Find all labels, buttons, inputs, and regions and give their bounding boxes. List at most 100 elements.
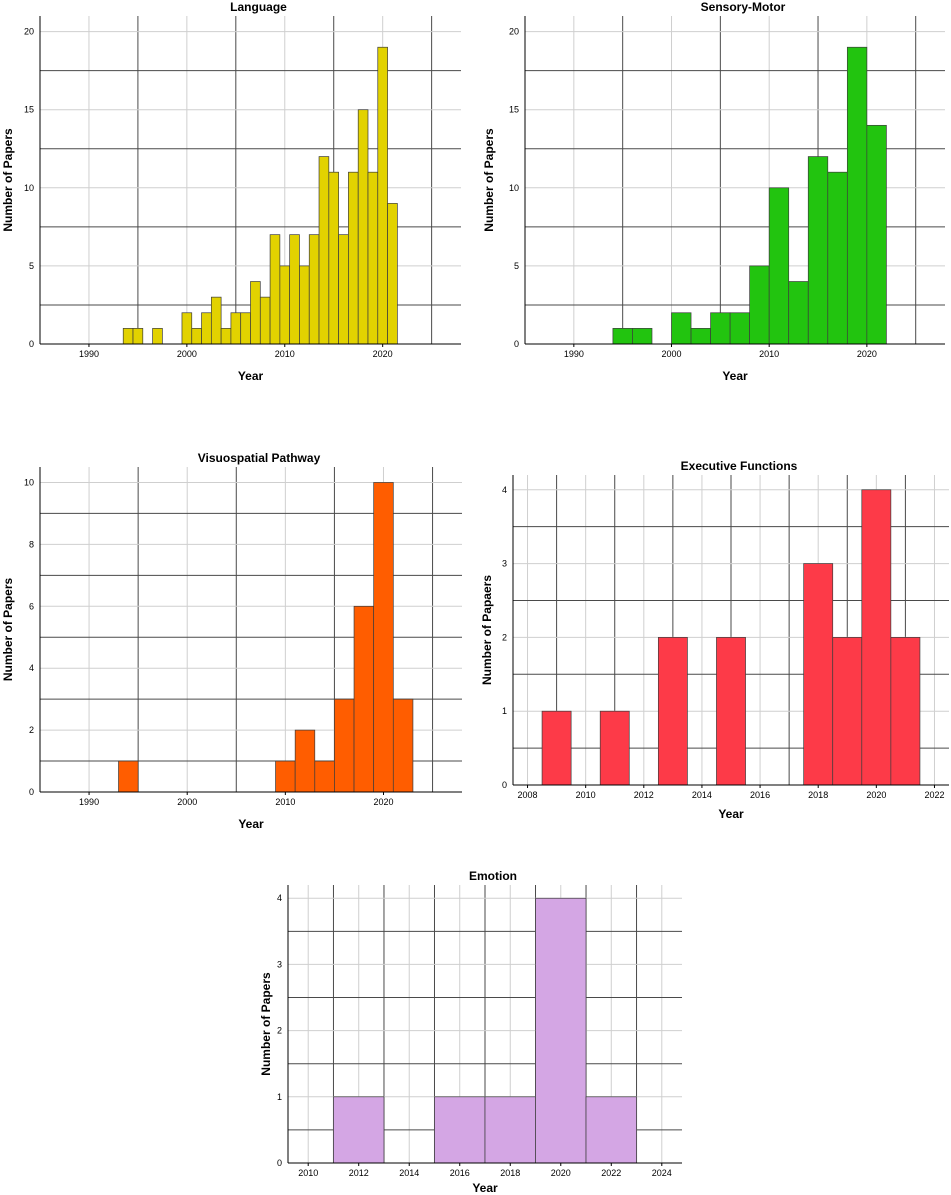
emotion-title: Emotion <box>469 869 517 883</box>
language-bar <box>387 203 398 345</box>
language-x-tick-label: 1990 <box>79 349 99 359</box>
executive-functions-bar <box>541 710 572 786</box>
visuospatial-pathway-y-tick-label: 8 <box>29 539 34 549</box>
language-bar <box>328 171 339 345</box>
language-bar <box>230 312 242 345</box>
visuospatial-pathway-bar <box>353 605 375 793</box>
visuospatial-pathway-x-label: Year <box>238 817 264 831</box>
executive-functions-bar <box>832 637 863 786</box>
language-bar <box>377 46 388 345</box>
sensory-motor-y-tick-label: 0 <box>514 339 519 349</box>
sensory-motor-bar <box>788 281 809 345</box>
language-bar <box>250 281 261 345</box>
visuospatial-pathway-y-tick-label: 0 <box>29 787 34 797</box>
language-title: Language <box>230 0 287 14</box>
sensory-motor-bar <box>807 156 829 345</box>
executive-functions-bar <box>657 637 688 786</box>
language-bar <box>259 296 271 345</box>
sensory-motor-bar <box>612 328 633 345</box>
language-bar <box>191 328 202 345</box>
sensory-motor-title: Sensory-Motor <box>701 0 786 14</box>
language-y-tick-label: 0 <box>29 339 34 349</box>
visuospatial-pathway-bar <box>118 760 139 793</box>
visuospatial-pathway-title: Visuospatial Pathway <box>198 451 321 465</box>
language-bar <box>220 328 232 345</box>
language-y-tick-label: 5 <box>29 261 34 271</box>
language-bar <box>289 234 300 345</box>
sensory-motor-bar <box>671 312 692 345</box>
language-bar <box>240 312 251 345</box>
executive-functions-chart: 2008 2010 2012 2014 2016 2018 2020 2022 0 1 2 3 4 Exe… <box>480 459 949 821</box>
language-x-tick-label: 2020 <box>373 349 393 359</box>
language-x-label: Year <box>238 369 264 383</box>
executive-functions-bar <box>890 637 921 786</box>
executive-functions-bar <box>599 710 630 786</box>
sensory-motor-bar <box>749 265 770 345</box>
language-bar <box>210 296 222 345</box>
language-bar <box>348 171 359 345</box>
executive-functions-y-tick-label: 3 <box>502 559 507 569</box>
emotion-y-tick-label: 2 <box>277 1026 282 1036</box>
sensory-motor-bar <box>632 328 653 345</box>
visuospatial-pathway-bar <box>392 698 414 793</box>
executive-functions-y-tick-label: 1 <box>502 706 507 716</box>
language-y-tick-label: 15 <box>24 105 34 115</box>
emotion-y-tick-label: 0 <box>277 1158 282 1168</box>
executive-functions-y-tick-label: 2 <box>502 632 507 642</box>
language-bar <box>279 265 291 345</box>
emotion-x-tick-label: 2024 <box>652 1168 672 1178</box>
sensory-motor-bar <box>846 46 868 345</box>
visuospatial-pathway-bar <box>314 760 335 793</box>
emotion-x-tick-label: 2016 <box>450 1168 470 1178</box>
visuospatial-pathway-bar <box>275 760 296 793</box>
visuospatial-pathway-x-tick-label: 2020 <box>373 797 393 807</box>
executive-functions-bar <box>861 489 892 786</box>
language-bar <box>152 328 163 345</box>
visuospatial-pathway-x-tick-label: 2010 <box>275 797 295 807</box>
language-bar <box>269 234 281 345</box>
sensory-motor-y-tick-label: 10 <box>509 183 519 193</box>
sensory-motor-y-label: Number of Papers <box>482 128 496 232</box>
language-bar <box>367 171 379 345</box>
executive-functions-x-tick-label: 2016 <box>750 790 770 800</box>
sensory-motor-bar <box>827 171 848 345</box>
language-bar <box>318 156 330 345</box>
executive-functions-bar <box>716 637 746 786</box>
emotion-chart: 2010 2012 2014 2016 2018 2020 2022 2024 0 1 2 3 4 Emo… <box>259 869 682 1195</box>
language-x-tick-label: 2010 <box>275 349 295 359</box>
emotion-bar <box>434 1096 486 1164</box>
language-bar <box>132 328 144 345</box>
sensory-motor-bar <box>866 124 887 345</box>
sensory-motor-bar <box>729 312 751 345</box>
language-bar <box>308 234 320 345</box>
visuospatial-pathway-y-tick-label: 10 <box>24 477 34 487</box>
visuospatial-pathway-x-tick-label: 2000 <box>177 797 197 807</box>
language-y-tick-label: 20 <box>24 27 34 37</box>
emotion-y-tick-label: 4 <box>277 893 282 903</box>
visuospatial-pathway-x-tick-label: 1990 <box>79 797 99 807</box>
language-bar <box>338 234 349 345</box>
visuospatial-pathway-y-tick-label: 4 <box>29 663 34 673</box>
sensory-motor-y-tick-label: 20 <box>509 27 519 37</box>
visuospatial-pathway-bar <box>334 698 355 793</box>
executive-functions-x-tick-label: 2012 <box>634 790 654 800</box>
executive-functions-bar <box>803 563 834 786</box>
language-y-tick-label: 10 <box>24 183 34 193</box>
visuospatial-pathway-bar <box>294 729 316 793</box>
emotion-y-label: Number of Papers <box>259 972 273 1076</box>
emotion-x-tick-label: 2014 <box>399 1168 419 1178</box>
language-bar <box>357 109 369 345</box>
language-bar <box>181 312 193 345</box>
language-bar <box>122 328 134 345</box>
executive-functions-y-tick-label: 4 <box>502 485 507 495</box>
emotion-x-tick-label: 2010 <box>298 1168 318 1178</box>
language-bar <box>299 265 310 345</box>
visuospatial-pathway-y-label: Number of Papers <box>1 577 15 681</box>
emotion-x-tick-label: 2012 <box>349 1168 369 1178</box>
sensory-motor-x-tick-label: 2000 <box>661 349 681 359</box>
executive-functions-x-tick-label: 2022 <box>924 790 944 800</box>
executive-functions-x-tick-label: 2014 <box>692 790 712 800</box>
sensory-motor-chart: 1990 2000 2010 2020 0 5 10 15 20 Sensory-Motor Yea… <box>482 0 945 383</box>
emotion-y-tick-label: 3 <box>277 959 282 969</box>
